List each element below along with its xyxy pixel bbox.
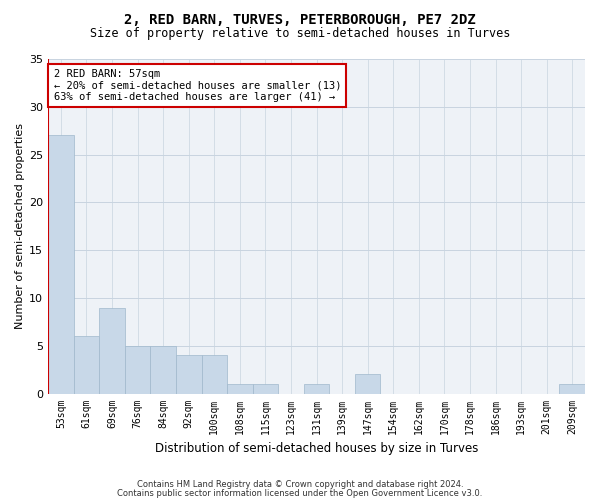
Bar: [202, 356, 227, 394]
Text: Contains HM Land Registry data © Crown copyright and database right 2024.: Contains HM Land Registry data © Crown c…: [137, 480, 463, 489]
Bar: [151, 346, 176, 394]
Bar: [74, 336, 99, 394]
Bar: [559, 384, 585, 394]
Text: Contains public sector information licensed under the Open Government Licence v3: Contains public sector information licen…: [118, 488, 482, 498]
Bar: [125, 346, 151, 394]
Bar: [176, 356, 202, 394]
Bar: [48, 136, 74, 394]
Text: 2 RED BARN: 57sqm
← 20% of semi-detached houses are smaller (13)
63% of semi-det: 2 RED BARN: 57sqm ← 20% of semi-detached…: [53, 69, 341, 102]
Bar: [99, 308, 125, 394]
X-axis label: Distribution of semi-detached houses by size in Turves: Distribution of semi-detached houses by …: [155, 442, 478, 455]
Bar: [355, 374, 380, 394]
Bar: [227, 384, 253, 394]
Text: 2, RED BARN, TURVES, PETERBOROUGH, PE7 2DZ: 2, RED BARN, TURVES, PETERBOROUGH, PE7 2…: [124, 12, 476, 26]
Y-axis label: Number of semi-detached properties: Number of semi-detached properties: [15, 124, 25, 330]
Bar: [253, 384, 278, 394]
Text: Size of property relative to semi-detached houses in Turves: Size of property relative to semi-detach…: [90, 28, 510, 40]
Bar: [304, 384, 329, 394]
